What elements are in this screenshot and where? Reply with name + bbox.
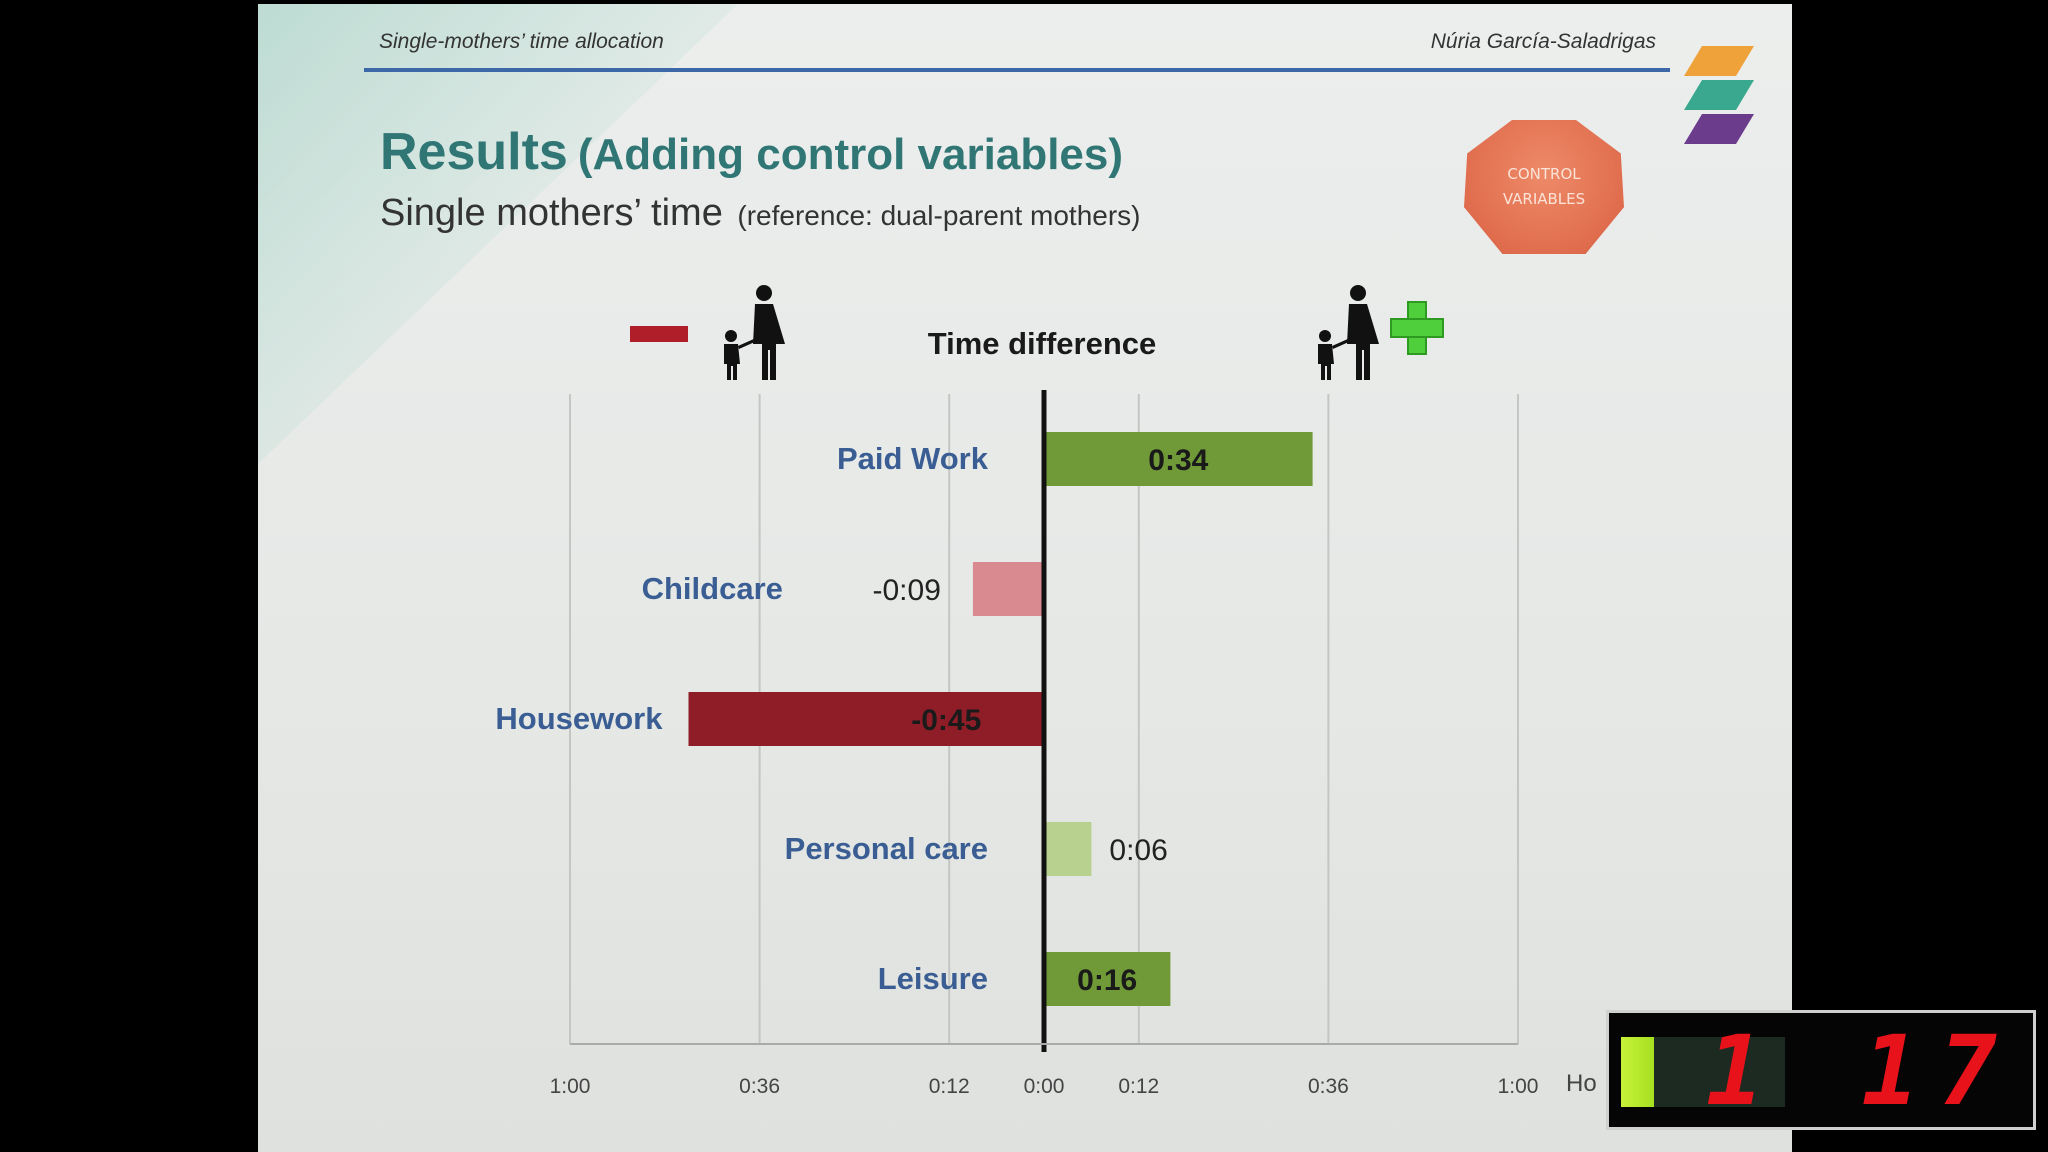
slide: Single-mothers’ time allocation Núria Ga… <box>258 4 1792 1152</box>
badge-line-1: CONTROL <box>1507 165 1581 183</box>
x-tick-label: 0:00 <box>1024 1075 1065 1098</box>
chart-title: Time difference <box>928 326 1157 361</box>
badge-line-2: VARIABLES <box>1502 190 1586 208</box>
title-main: Results <box>380 123 568 181</box>
x-tick-label: 1:00 <box>1498 1075 1539 1098</box>
x-tick-label: 1:00 <box>550 1075 591 1098</box>
subtitle-note: (reference: dual-parent mothers) <box>737 200 1141 231</box>
value-label: 0:34 <box>1148 444 1208 477</box>
category-labels: Paid Work Childcare Housework Personal care… <box>495 441 988 996</box>
presentation-timer: 1 17 <box>1606 1010 2036 1130</box>
control-variables-badge: CONTROL VARIABLES <box>1464 120 1624 254</box>
header-right: Núria García-Saladrigas <box>1430 30 1656 53</box>
timer-progress-fill <box>1621 1037 1654 1107</box>
value-label: -0:09 <box>873 574 941 607</box>
category-label: Personal care <box>785 831 988 866</box>
single-parent-family-icon <box>724 285 785 380</box>
value-labels: 0:34 -0:09 -0:45 0:06 0:16 <box>873 444 1209 997</box>
minus-sign-icon <box>630 326 688 342</box>
logo-icon <box>1684 46 1754 144</box>
bars <box>688 432 1313 1006</box>
category-label: Paid Work <box>837 441 989 476</box>
bar <box>1044 952 1171 1006</box>
value-label: 0:06 <box>1109 834 1167 867</box>
category-label: Housework <box>495 701 663 736</box>
header-left: Single-mothers’ time allocation <box>379 30 664 53</box>
category-label: Childcare <box>642 571 783 606</box>
bar <box>688 692 1044 746</box>
bar <box>972 562 1044 616</box>
category-label: Leisure <box>878 961 988 996</box>
subtitle-main: Single mothers’ time <box>380 192 723 234</box>
value-label: -0:45 <box>911 704 981 737</box>
x-tick-label: 0:12 <box>929 1075 970 1098</box>
timer-digits: 1 17 <box>1705 1015 2017 1127</box>
plus-sign-icon <box>1390 301 1444 355</box>
slide-title: Results (Adding control variables) <box>380 122 1123 182</box>
time-difference-chart: 1:00 0:36 0:12 0:00 0:12 0:36 1:00 Paid Work Ch… <box>495 285 1597 1098</box>
slide-subtitle: Single mothers’ time (reference: dual-pa… <box>380 192 1140 235</box>
single-parent-family-icon <box>1318 285 1379 380</box>
header-divider <box>364 68 1670 72</box>
x-tick-label: 0:36 <box>1308 1075 1349 1098</box>
bar <box>1044 432 1313 486</box>
x-tick-label: 0:36 <box>739 1075 780 1098</box>
title-sub: (Adding control variables) <box>577 130 1124 179</box>
x-axis-label: Ho <box>1566 1070 1597 1097</box>
x-tick-labels: 1:00 0:36 0:12 0:00 0:12 0:36 1:00 <box>550 1075 1539 1098</box>
value-label: 0:16 <box>1077 964 1137 997</box>
bar <box>1044 822 1092 876</box>
x-tick-label: 0:12 <box>1118 1075 1159 1098</box>
